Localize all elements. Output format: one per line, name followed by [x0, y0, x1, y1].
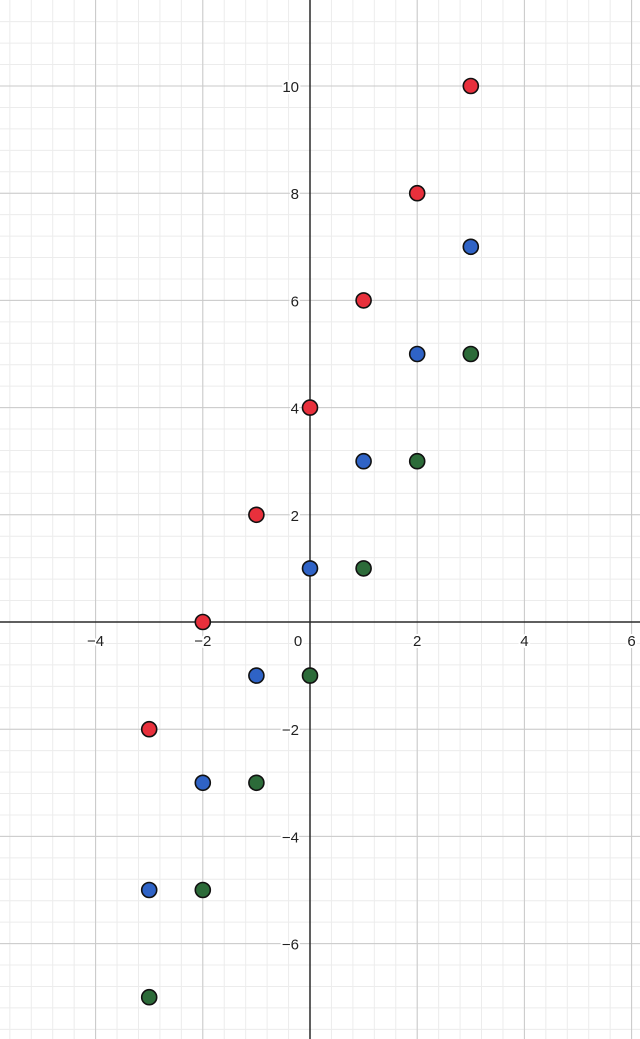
y-tick-label: 8 — [291, 186, 299, 203]
data-point[interactable] — [140, 881, 158, 899]
data-point[interactable] — [408, 452, 426, 470]
data-point[interactable] — [194, 881, 212, 899]
series-2 — [140, 345, 480, 1006]
data-point[interactable] — [248, 506, 265, 524]
y-tick-label: −4 — [282, 829, 299, 846]
tick-labels: −4 −2 0 2 4 6 10 8 6 4 2 −2 −4 −6 — [85, 77, 638, 956]
series-0 — [140, 77, 480, 738]
y-tick-label: 6 — [291, 293, 299, 310]
series-1 — [140, 238, 480, 899]
data-points — [140, 77, 480, 1006]
y-tick-label: 4 — [291, 401, 299, 418]
data-point[interactable] — [462, 345, 480, 363]
data-point[interactable] — [301, 667, 319, 684]
data-point[interactable] — [355, 560, 372, 577]
data-point[interactable] — [140, 720, 158, 738]
data-point[interactable] — [355, 452, 372, 470]
x-tick-label: 2 — [413, 633, 421, 650]
data-point[interactable] — [248, 774, 265, 792]
data-point[interactable] — [194, 774, 212, 792]
data-point[interactable] — [301, 560, 319, 577]
y-tick-label: 2 — [291, 508, 299, 525]
y-tick-label: 10 — [282, 79, 299, 96]
data-point[interactable] — [248, 667, 265, 684]
data-point[interactable] — [301, 399, 319, 416]
y-tick-label: −6 — [282, 937, 299, 954]
data-point[interactable] — [408, 184, 426, 202]
x-tick-label: 0 — [294, 633, 302, 650]
x-tick-label: 4 — [520, 633, 528, 650]
x-tick-label: 6 — [627, 633, 635, 650]
data-point[interactable] — [355, 292, 372, 309]
data-point[interactable] — [462, 77, 480, 95]
x-tick-label: −4 — [87, 633, 104, 650]
x-tick-label: −2 — [194, 633, 211, 650]
data-point[interactable] — [140, 988, 158, 1006]
data-point[interactable] — [462, 238, 480, 256]
y-tick-label: −2 — [282, 722, 299, 739]
data-point[interactable] — [408, 345, 426, 363]
data-point[interactable] — [194, 613, 212, 631]
